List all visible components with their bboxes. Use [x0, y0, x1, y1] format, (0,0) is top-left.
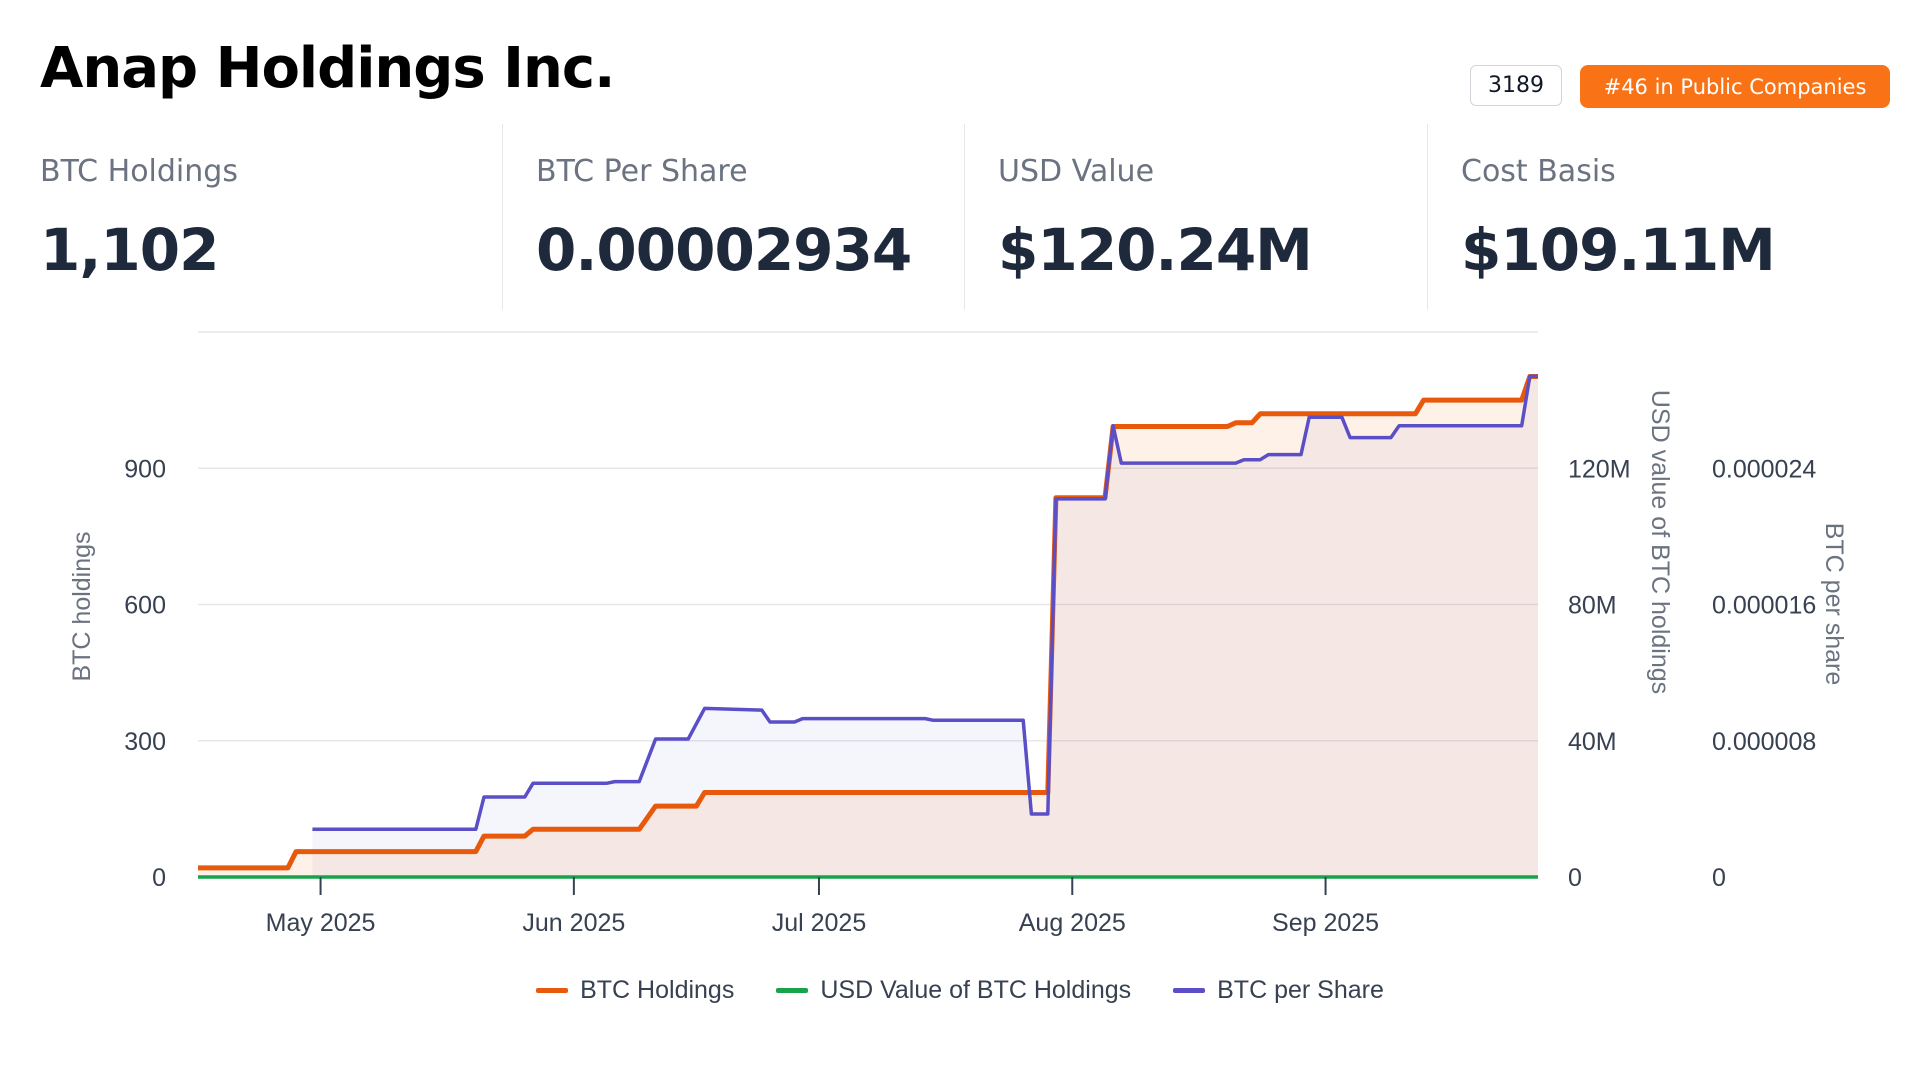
y-left-tick-label: 900 [124, 455, 166, 483]
y-right2-tick-label: 0 [1712, 864, 1726, 892]
page-title: Anap Holdings Inc. [40, 36, 615, 101]
legend-item-btc-per-share[interactable]: BTC per Share [1173, 976, 1384, 1005]
legend-swatch-holdings [536, 988, 569, 993]
series-line-btc-per-share[interactable] [312, 374, 1538, 832]
stat-btc-per-share: BTC Per Share 0.00002934 [502, 124, 965, 310]
stat-usd-value: USD Value $120.24M [964, 124, 1429, 310]
x-tick-label: May 2025 [266, 909, 376, 937]
y-right1-axis-title: USD value of BTC holdings [1646, 390, 1674, 694]
stat-btc-holdings: BTC Holdings 1,102 [40, 124, 504, 310]
legend-swatch-usd [776, 988, 809, 993]
x-tick-label: Jul 2025 [772, 909, 867, 937]
y-right1-tick-label: 0 [1568, 864, 1582, 892]
legend-item-btc-holdings[interactable]: BTC Holdings [536, 976, 734, 1005]
stat-cost-basis: Cost Basis $109.11M [1427, 124, 1888, 310]
legend-swatch-per-share [1173, 988, 1206, 993]
rank-badge[interactable]: #46 in Public Companies [1580, 65, 1890, 108]
stat-label: BTC Per Share [536, 154, 748, 189]
y-right2-tick-label: 0.000016 [1712, 592, 1816, 620]
stat-value: 1,102 [40, 216, 219, 284]
legend-label: USD Value of BTC Holdings [820, 976, 1132, 1004]
chart-legend: BTC Holdings USD Value of BTC Holdings B… [0, 976, 1920, 1005]
y-right2-tick-label: 0.000024 [1712, 455, 1816, 483]
legend-label: BTC Holdings [580, 976, 735, 1004]
area-btc-holdings [198, 376, 1538, 877]
x-tick-label: Jun 2025 [522, 909, 625, 937]
stat-label: BTC Holdings [40, 154, 238, 189]
area-btc-per-share [312, 376, 1538, 877]
y-right1-tick-label: 40M [1568, 728, 1617, 756]
stat-value: $120.24M [998, 216, 1313, 284]
y-left-axis-title: BTC holdings [68, 531, 96, 681]
stat-value: $109.11M [1461, 216, 1776, 284]
stat-value: 0.00002934 [536, 216, 912, 284]
y-left-tick-label: 0 [152, 864, 166, 892]
stat-label: Cost Basis [1461, 154, 1616, 189]
y-left-tick-label: 300 [124, 728, 166, 756]
y-left-tick-label: 600 [124, 592, 166, 620]
legend-item-usd-value[interactable]: USD Value of BTC Holdings [776, 976, 1131, 1005]
x-tick-label: Sep 2025 [1272, 909, 1379, 937]
y-right1-tick-label: 120M [1568, 455, 1631, 483]
y-right1-tick-label: 80M [1568, 592, 1617, 620]
stat-label: USD Value [998, 154, 1155, 189]
x-tick-label: Aug 2025 [1019, 909, 1126, 937]
y-right2-axis-title: BTC per share [1820, 523, 1848, 686]
y-right2-tick-label: 0.000008 [1712, 728, 1816, 756]
ticker-badge: 3189 [1470, 65, 1562, 106]
legend-label: BTC per Share [1217, 976, 1384, 1004]
